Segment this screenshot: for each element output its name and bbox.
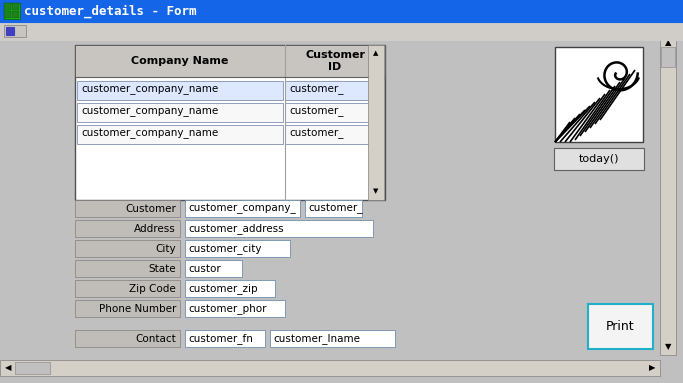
Text: customer_fn: customer_fn — [188, 333, 253, 344]
Bar — [0, 0, 683, 22]
Text: ◀: ◀ — [5, 363, 11, 373]
Bar — [4, 3, 11, 10]
Text: customer_company_name: customer_company_name — [81, 107, 219, 117]
Bar — [588, 304, 653, 349]
Bar — [6, 27, 14, 35]
Bar — [660, 35, 676, 355]
Text: customer_: customer_ — [289, 107, 344, 117]
Bar — [285, 125, 383, 144]
Text: customer_zip: customer_zip — [188, 283, 257, 294]
Bar — [185, 240, 290, 257]
Bar — [15, 362, 50, 374]
Bar — [75, 330, 180, 347]
Bar — [368, 45, 384, 200]
Text: customer_company_: customer_company_ — [188, 203, 296, 214]
Bar — [185, 300, 285, 317]
Bar — [77, 103, 283, 122]
Bar — [77, 81, 283, 100]
Bar — [185, 260, 242, 277]
Bar — [185, 280, 275, 297]
Bar — [4, 25, 26, 37]
Bar — [285, 81, 383, 100]
Text: Address: Address — [135, 224, 176, 234]
Bar — [555, 47, 643, 142]
Bar — [77, 125, 283, 144]
Text: customer_: customer_ — [308, 203, 363, 214]
Text: ▲: ▲ — [374, 50, 378, 56]
Bar — [185, 200, 300, 217]
Text: customer_: customer_ — [289, 129, 344, 139]
Text: Phone Number: Phone Number — [98, 303, 176, 314]
Bar — [75, 240, 180, 257]
Bar — [185, 330, 265, 347]
Text: customer_company_name: customer_company_name — [81, 129, 219, 139]
Bar — [0, 360, 660, 376]
Bar — [75, 200, 180, 217]
Text: customer_company_name: customer_company_name — [81, 85, 219, 95]
Text: ▼: ▼ — [665, 342, 671, 352]
Bar — [185, 220, 373, 237]
Bar — [75, 45, 385, 200]
Bar — [75, 220, 180, 237]
Bar — [305, 200, 362, 217]
Text: customer_: customer_ — [289, 85, 344, 95]
Text: City: City — [155, 244, 176, 254]
Bar — [0, 40, 683, 383]
Text: ▲: ▲ — [665, 39, 671, 47]
Text: Customer: Customer — [125, 203, 176, 213]
Bar — [75, 280, 180, 297]
Bar — [12, 11, 19, 18]
Bar — [75, 260, 180, 277]
Text: customer_address: customer_address — [188, 223, 283, 234]
Bar — [285, 103, 383, 122]
Text: Customer
ID: Customer ID — [305, 50, 365, 72]
Text: ▶: ▶ — [649, 363, 655, 373]
Bar — [554, 148, 644, 170]
Text: Zip Code: Zip Code — [129, 283, 176, 293]
Bar — [0, 22, 683, 40]
Bar — [661, 47, 675, 67]
Text: customer_lname: customer_lname — [273, 333, 360, 344]
Bar — [12, 3, 19, 10]
Text: State: State — [148, 264, 176, 273]
Bar — [75, 45, 385, 77]
Text: Company Name: Company Name — [131, 56, 229, 66]
Text: Print: Print — [607, 320, 635, 333]
Text: customer_phor: customer_phor — [188, 303, 266, 314]
Text: customer_city: customer_city — [188, 243, 262, 254]
Text: custor: custor — [188, 264, 221, 273]
Bar — [75, 300, 180, 317]
Text: today(): today() — [579, 154, 619, 164]
Bar — [270, 330, 395, 347]
Text: customer_details - Form: customer_details - Form — [24, 4, 197, 18]
Bar — [4, 11, 11, 18]
Text: Contact: Contact — [135, 334, 176, 344]
Text: ▼: ▼ — [374, 188, 378, 194]
Bar — [4, 3, 20, 19]
